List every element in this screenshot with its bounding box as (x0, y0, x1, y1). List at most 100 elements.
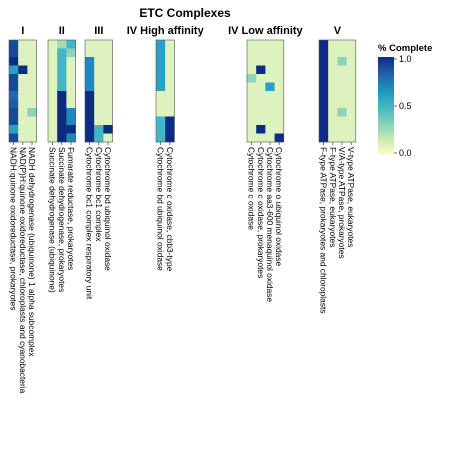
group-label: IV High affinity (127, 25, 205, 37)
heatmap-cell (57, 74, 67, 83)
heatmap-cell (156, 40, 166, 49)
heatmap-cell (247, 57, 257, 66)
heatmap-cell (57, 48, 67, 58)
heatmap-cell (48, 65, 58, 75)
legend-tick-label: 1.0 (399, 54, 412, 64)
heatmap-cell (165, 116, 175, 126)
heatmap-cell (247, 108, 257, 117)
heatmap-cell (103, 40, 113, 49)
heatmap-cell (57, 116, 67, 126)
heatmap-cell (346, 108, 356, 117)
heatmap-cell (274, 57, 284, 66)
heatmap-cell (274, 133, 284, 143)
heatmap-cell (247, 74, 257, 83)
heatmap-cell (337, 108, 347, 117)
heatmap-cell (48, 108, 58, 117)
heatmap-cell (18, 133, 28, 143)
heatmap-cell (103, 48, 113, 58)
heatmap-cell (337, 65, 347, 75)
group-5: V F-type ATPase, prokaryotes and chloropl… (319, 25, 357, 314)
column-label: Cytochrome c oxidase, cbb3-type (165, 147, 175, 272)
heatmap-cell (48, 48, 58, 58)
group-2: III Cytochrome bc1 complex respiratory un… (85, 25, 113, 300)
column-label: NAD(P)H:quinone oxidoreductase, chloropl… (18, 147, 28, 394)
heatmap-cell (103, 91, 113, 100)
group-border (246, 39, 285, 143)
column-label: F-type ATPase, prokaryotes and chloropla… (319, 147, 329, 314)
heatmap-cell (346, 40, 356, 49)
heatmap-cell (18, 99, 28, 109)
legend-tick-label: 0.5 (399, 101, 412, 111)
chart-title: ETC Complexes (139, 6, 231, 20)
column-label: Cytochrome bd ubiquinol oxidase (156, 147, 166, 271)
heatmap-cell (9, 57, 19, 66)
column-label: NADH:quinone oxidoreductase, prokaryotes (9, 147, 19, 310)
heatmap-cell (18, 48, 28, 58)
column-label: Cytochrome bc1 complex respiratory unit (85, 147, 95, 300)
heatmap-cell (66, 108, 76, 117)
heatmap-cell (85, 40, 95, 49)
heatmap-cell (247, 82, 257, 92)
color-legend: % Complete 0.0 0.5 1.0 (378, 43, 432, 158)
heatmap-cell (48, 125, 58, 134)
heatmap-cell (256, 133, 266, 143)
heatmap-cell (103, 99, 113, 109)
heatmap-cell (66, 116, 76, 126)
heatmap-cell (103, 74, 113, 83)
heatmap-cell (156, 82, 166, 92)
heatmap-cell (274, 125, 284, 134)
legend-tick-label: 0.0 (399, 148, 412, 158)
heatmap-cell (57, 133, 67, 143)
heatmap-cell (265, 74, 275, 83)
heatmap-cell (66, 91, 76, 100)
heatmap-cell (66, 99, 76, 109)
heatmap-cell (274, 65, 284, 75)
heatmap-cell (18, 91, 28, 100)
heatmap-cell (9, 99, 19, 109)
heatmap-cell (337, 116, 347, 126)
heatmap-cell (9, 65, 19, 75)
heatmap-cell (337, 82, 347, 92)
heatmap-cell (265, 57, 275, 66)
heatmap-cell (27, 133, 37, 143)
heatmap-cell (247, 99, 257, 109)
heatmap-cell (328, 65, 338, 75)
heatmap-cell (27, 82, 37, 92)
heatmap-cell (48, 40, 58, 49)
heatmap-cell (48, 116, 58, 126)
heatmap-cell (94, 48, 104, 58)
heatmap-cell (103, 125, 113, 134)
heatmap-cell (319, 125, 329, 134)
heatmap-cell (27, 108, 37, 117)
heatmap-cell (165, 74, 175, 83)
heatmap-cell (319, 99, 329, 109)
heatmap-cell (66, 82, 76, 92)
heatmap-cell (48, 133, 58, 143)
heatmap-cell (156, 116, 166, 126)
heatmap-cell (27, 40, 37, 49)
heatmap-cell (319, 57, 329, 66)
heatmap-cell (274, 99, 284, 109)
heatmap-cell (9, 40, 19, 49)
heatmap-cell (319, 48, 329, 58)
column-label: Fumarate reductase, prokaryotes (66, 147, 76, 270)
heatmap-cell (103, 65, 113, 75)
heatmap-cell (18, 116, 28, 126)
column-label: NADH dehydrogenase (ubiquinone) 1 alpha … (27, 147, 37, 357)
heatmap-cell (85, 48, 95, 58)
heatmap-cell (156, 125, 166, 134)
heatmap-cell (274, 82, 284, 92)
heatmap-cell (328, 40, 338, 49)
heatmap-cell (66, 57, 76, 66)
heatmap-cell (27, 125, 37, 134)
heatmap-cell (57, 99, 67, 109)
heatmap-cell (337, 99, 347, 109)
heatmap-cell (247, 65, 257, 75)
heatmap-cell (94, 108, 104, 117)
heatmap-cell (346, 82, 356, 92)
heatmap-cell (319, 40, 329, 49)
heatmap-cell (247, 40, 257, 49)
heatmap-cell (85, 133, 95, 143)
heatmap-cell (256, 82, 266, 92)
